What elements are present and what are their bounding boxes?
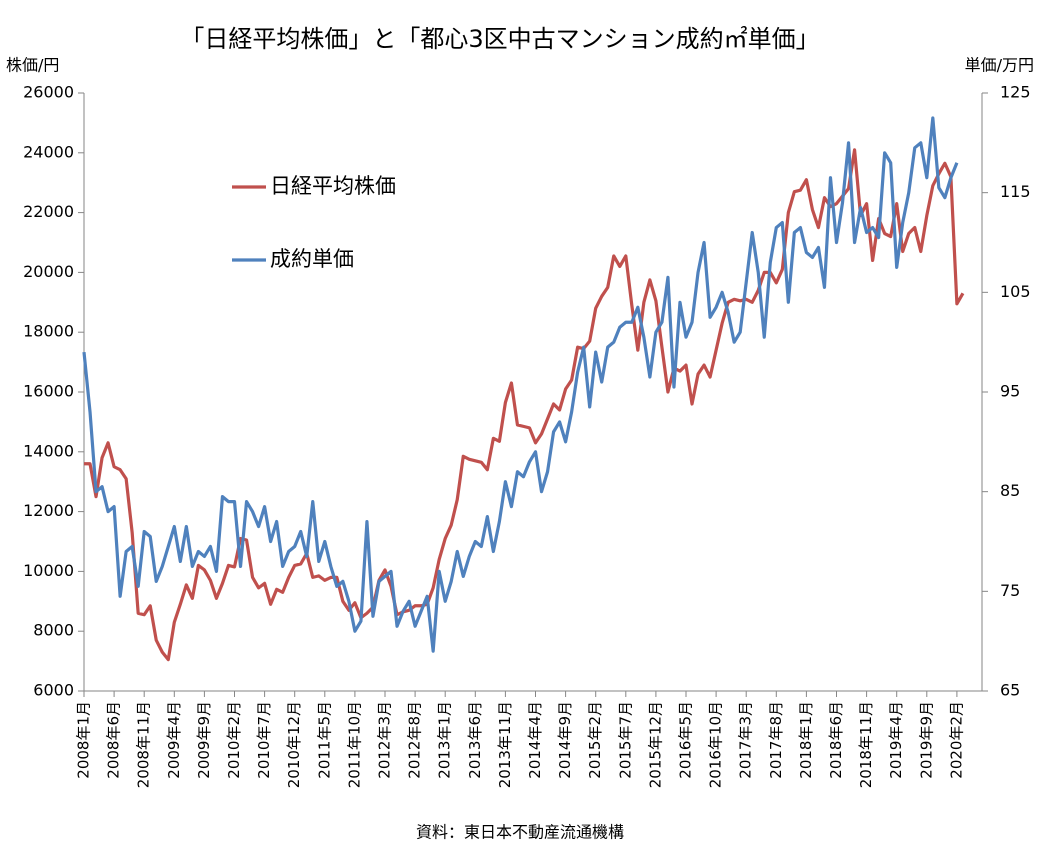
legend-label: 成約単価: [270, 247, 354, 271]
y-tick-label: 26000: [23, 83, 74, 102]
x-tick-label: 2013年1月: [436, 701, 454, 779]
y2-tick-label: 125: [1000, 83, 1031, 102]
y-axis-label: 株価/円: [6, 56, 59, 75]
legend-label: 日経平均株価: [270, 174, 396, 198]
y-tick-label: 20000: [23, 262, 74, 281]
y-tick-label: 10000: [23, 561, 74, 580]
x-tick-label: 2015年7月: [616, 701, 634, 779]
x-tick-label: 2018年1月: [797, 701, 815, 779]
series-line: [82, 116, 959, 653]
x-tick-label: 2011年5月: [315, 701, 333, 779]
x-tick-label: 2010年12月: [285, 701, 303, 788]
x-tick-label: 2018年6月: [827, 701, 845, 779]
x-tick-label: 2017年8月: [767, 701, 785, 779]
x-tick-label: 2010年2月: [225, 701, 243, 779]
x-tick-label: 2010年7月: [255, 701, 273, 779]
y-tick-label: 18000: [23, 322, 74, 341]
y2-tick-label: 105: [1000, 282, 1031, 301]
x-tick-label: 2018年11月: [857, 701, 875, 788]
x-tick-label: 2013年6月: [466, 701, 484, 779]
x-tick-label: 2008年1月: [75, 701, 93, 779]
x-tick-label: 2009年9月: [195, 701, 213, 779]
source-note: 資料：東日本不動産流通機構: [416, 823, 624, 842]
y-tick-label: 12000: [23, 501, 74, 520]
y-tick-label: 22000: [23, 202, 74, 221]
y-tick-label: 24000: [23, 142, 74, 161]
y2-tick-label: 75: [1000, 581, 1020, 600]
x-tick-label: 2013年11月: [496, 701, 514, 788]
y2-tick-label: 65: [1000, 681, 1020, 700]
y-tick-label: 6000: [33, 681, 74, 700]
y2-tick-label: 115: [1000, 182, 1031, 201]
x-tick-label: 2019年4月: [887, 701, 905, 779]
chart-title: 「日経平均株価」と「都心3区中古マンション成約㎡単価」: [180, 25, 819, 53]
x-tick-label: 2012年3月: [376, 701, 394, 779]
series-line: [84, 148, 965, 662]
y2-tick-label: 95: [1000, 382, 1020, 401]
x-tick-label: 2015年12月: [646, 701, 664, 788]
x-tick-label: 2012年8月: [406, 701, 424, 779]
x-tick-label: 2017年3月: [737, 701, 755, 779]
y2-tick-label: 85: [1000, 481, 1020, 500]
y-tick-label: 14000: [23, 441, 74, 460]
x-tick-label: 2014年9月: [556, 701, 574, 779]
x-tick-label: 2015年2月: [586, 701, 604, 779]
x-tick-label: 2014年4月: [526, 701, 544, 779]
x-tick-label: 2016年5月: [677, 701, 695, 779]
x-tick-label: 2011年10月: [345, 701, 363, 788]
y-tick-label: 8000: [33, 621, 74, 640]
x-tick-label: 2019年9月: [917, 701, 935, 779]
x-tick-label: 2016年10月: [707, 701, 725, 788]
x-tick-label: 2008年6月: [105, 701, 123, 779]
x-tick-label: 2009年4月: [165, 701, 183, 779]
x-tick-label: 2020年2月: [947, 701, 965, 779]
x-tick-label: 2008年11月: [135, 701, 153, 788]
y-tick-label: 16000: [23, 382, 74, 401]
y2-axis-label: 単価/万円: [965, 56, 1034, 75]
